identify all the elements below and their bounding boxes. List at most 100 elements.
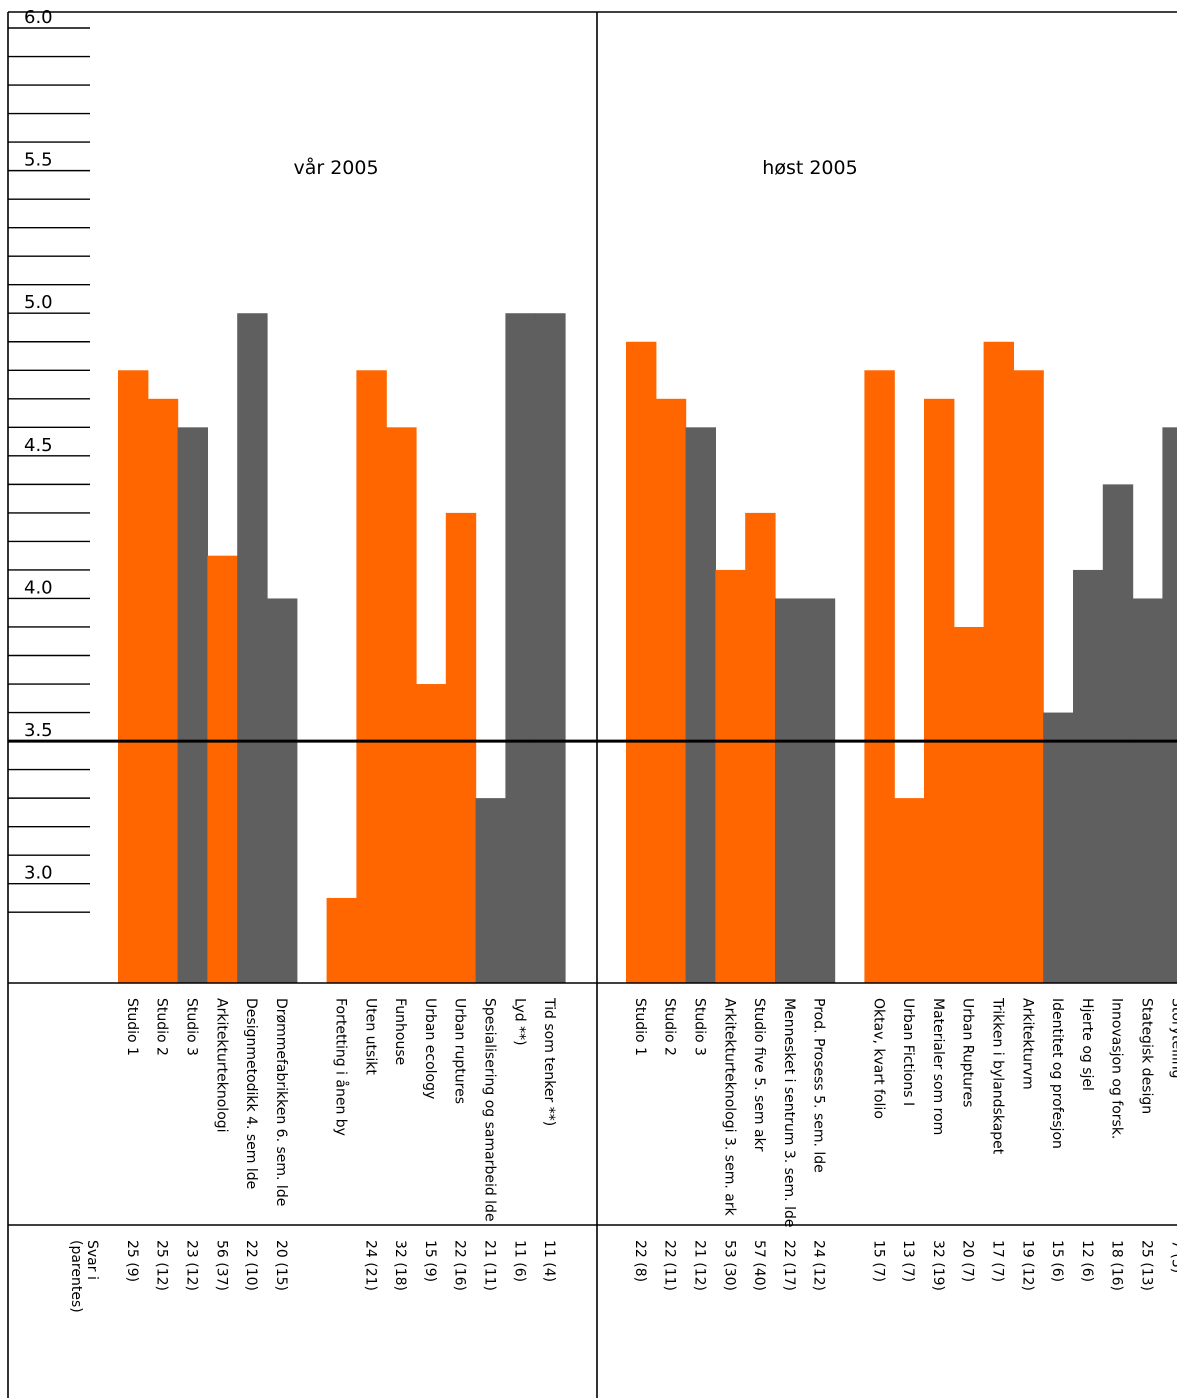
responses-label: 57 (40) [751,1240,767,1291]
responses-label: 19 (12) [1019,1240,1035,1291]
responses-header: Svar i [84,1240,100,1280]
category-label: Urban Ruptures [960,998,976,1107]
category-label: Arkitekturteknologi 3. sem. ark [721,998,737,1217]
category-label: Urban Fictions I [900,998,916,1106]
responses-label: 15 (6) [1049,1240,1065,1282]
bar [715,569,746,983]
responses-label: 24 (12) [811,1240,827,1291]
category-label: Funhouse [392,998,408,1065]
responses-label: 22 (10) [243,1240,259,1291]
bar [864,370,895,983]
bar [445,512,477,983]
category-label: Studio 1 [124,998,140,1056]
y-axis [8,27,90,913]
period-label: høst 2005 [762,157,857,179]
responses-label: 56 (37) [213,1240,229,1291]
responses-label: 53 (30) [721,1240,737,1291]
category-label: Studio 3 [692,998,708,1056]
category-label: Innovasjon og forsk. [1109,998,1125,1139]
responses-label: 24 (21) [362,1240,378,1291]
category-label: Lyd **) [511,998,527,1046]
responses-label: 32 (19) [930,1240,946,1291]
responses-label: 15 (9) [422,1240,438,1282]
responses-label: 25 (12) [154,1240,170,1291]
bar [894,798,925,983]
category-label: Trikken i bylandskapet [990,997,1006,1155]
bar [1043,712,1074,983]
bar [416,684,447,983]
responses-label: 20 (15) [273,1240,289,1291]
bar [1013,370,1044,983]
bar [953,626,985,983]
bar [804,598,836,983]
bar [1073,569,1104,983]
category-label: Mennesket i sentrum 3. sem. lde [781,998,797,1227]
category-label: Studio 2 [154,998,170,1056]
category-label: Materialer som rom [930,998,946,1135]
responses-header: (parentes) [68,1240,84,1313]
bar [924,398,955,983]
category-label: Storytelling [1168,998,1177,1079]
responses-label: 17 (7) [990,1240,1006,1282]
period-label: vår 2005 [293,156,378,179]
y-tick-label: 3.5 [24,720,53,741]
responses-label: 22 (17) [781,1240,797,1291]
responses-label: 22 (11) [662,1240,678,1291]
responses-label: 25 (13) [1139,1240,1155,1291]
responses-label: 21 (12) [692,1240,708,1291]
bar [1132,598,1163,983]
category-label: Prod. Prosess 5. sem. lde [811,998,827,1173]
category-label: Urban ruptures [452,998,468,1104]
responses-label: 20 (7) [960,1240,976,1282]
chart-frame [7,11,1177,1398]
responses-label: 25 (9) [124,1240,140,1282]
responses-label: 7 (3) [1168,1240,1177,1273]
bar [626,341,657,983]
responses-label: 12 (6) [1079,1240,1095,1282]
bar [655,398,687,983]
bar [147,398,179,983]
category-label: Hjerte og sjel [1079,998,1095,1091]
bars [118,313,1177,983]
responses-label: 32 (18) [392,1240,408,1291]
responses-label: 11 (6) [511,1240,527,1282]
bar [775,598,806,983]
category-label: Spesialisering og samarbeid lde [482,998,498,1222]
bar [177,427,208,983]
bar [535,313,566,983]
y-tick-label: 3.0 [24,863,53,884]
y-tick-label: 5.0 [24,292,53,313]
category-label: Studio five 5. sem akr [751,998,767,1152]
bar [1102,484,1134,983]
bar [118,370,149,983]
responses-label: 11 (4) [541,1240,557,1282]
category-label: Fortetting i ånen by [333,998,350,1136]
category-label: Arkitekturvm [1019,998,1035,1090]
category-label: Studio 1 [632,998,648,1056]
bar [207,555,238,983]
category-label: Studio 3 [184,998,200,1056]
responses-label: 18 (16) [1109,1240,1125,1291]
responses-label: 23 (12) [184,1240,200,1291]
category-label: Urban ecology [422,998,438,1099]
bar [326,897,357,983]
bar [237,313,268,983]
y-tick-label: 4.5 [24,435,53,456]
y-tick-label: 5.5 [24,150,53,171]
category-label: Identitet og profesjon [1049,998,1065,1149]
category-label: Stategisk design [1139,998,1155,1114]
category-label: Designmetodikk 4. sem lde [243,998,259,1189]
y-tick-label: 6.0 [24,7,53,28]
y-tick-label: 4.0 [24,577,53,598]
category-label: Uten utsikt [362,998,378,1075]
bar [1162,427,1177,983]
bar [267,598,298,983]
responses-label: 22 (8) [632,1240,648,1282]
bar [505,313,536,983]
responses-label: 15 (7) [870,1240,886,1282]
responses-label: 21 (11) [482,1240,498,1291]
category-label: Studio 2 [662,998,678,1056]
category-label: Arkitekturteknologi [213,998,229,1133]
category-label: Oktav, kvart folio [870,998,886,1119]
